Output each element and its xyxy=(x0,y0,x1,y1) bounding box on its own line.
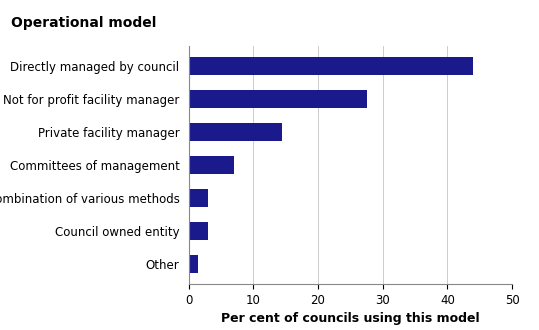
Bar xyxy=(189,57,473,75)
Bar xyxy=(189,90,367,108)
Bar xyxy=(189,255,198,273)
Bar xyxy=(189,156,234,174)
Bar xyxy=(189,123,282,141)
Text: Operational model: Operational model xyxy=(11,16,156,30)
X-axis label: Per cent of councils using this model: Per cent of councils using this model xyxy=(221,312,480,325)
Bar xyxy=(189,189,208,207)
Bar xyxy=(189,222,208,240)
